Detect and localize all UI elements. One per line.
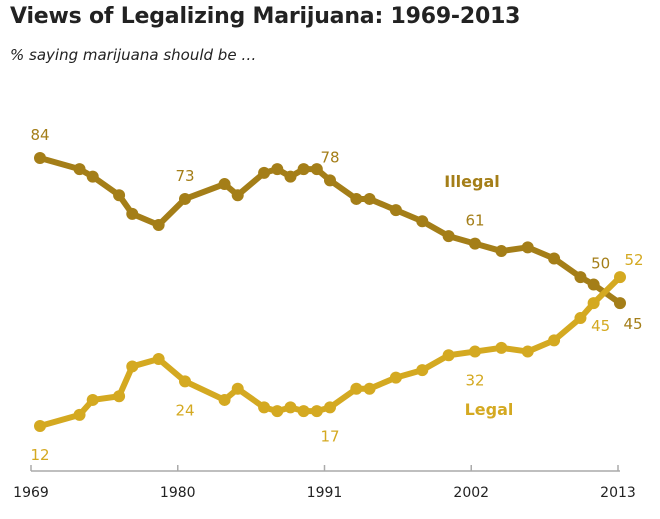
data-point [179, 375, 191, 388]
data-point [86, 170, 99, 183]
data-point [363, 192, 376, 205]
data-point [587, 297, 600, 310]
data-point [284, 170, 297, 183]
data-point [310, 405, 323, 418]
data-point [389, 204, 402, 217]
data-point [34, 152, 46, 164]
data-label: 61 [465, 212, 484, 230]
data-point [271, 405, 284, 418]
data-point [614, 297, 626, 310]
data-point [574, 312, 587, 325]
data-point [495, 245, 508, 258]
data-point [548, 334, 561, 347]
data-point [258, 166, 271, 179]
data-point [469, 345, 481, 358]
data-point [113, 189, 126, 202]
data-point [350, 192, 363, 205]
data-point [152, 353, 165, 365]
data-point [73, 408, 86, 421]
series-label-illegal: Illegal [444, 172, 500, 191]
data-point [587, 278, 600, 291]
x-tick-label: 1980 [160, 485, 196, 501]
data-point [416, 364, 429, 377]
data-point [310, 163, 323, 176]
chart-subtitle: % saying marijuana should be … [10, 46, 257, 64]
data-point [324, 401, 336, 414]
data-point [574, 271, 587, 284]
data-point [73, 163, 86, 176]
x-tick-label: 2002 [453, 485, 489, 501]
data-point [297, 405, 310, 418]
data-point [231, 189, 244, 202]
data-point [495, 341, 508, 354]
data-point [350, 382, 363, 395]
data-label: 32 [465, 372, 484, 390]
data-point [548, 252, 561, 265]
data-label: 52 [624, 251, 643, 269]
data-point [469, 237, 481, 250]
data-label: 12 [30, 446, 49, 464]
data-point [218, 178, 231, 191]
data-point [218, 393, 231, 406]
data-point [297, 163, 310, 176]
data-point [179, 192, 191, 205]
data-point [284, 401, 297, 414]
data-point [231, 382, 244, 395]
data-point [126, 360, 139, 373]
data-point [126, 207, 139, 220]
data-point [521, 345, 534, 358]
data-point [389, 371, 402, 384]
data-label: 17 [320, 427, 339, 445]
series-label-legal: Legal [465, 400, 514, 419]
data-point [258, 401, 271, 414]
data-point [86, 393, 99, 406]
chart-title: Views of Legalizing Marijuana: 1969-2013 [10, 4, 521, 29]
data-label: 45 [591, 317, 610, 335]
x-tick-label: 1991 [307, 485, 343, 501]
data-point [363, 382, 376, 395]
data-label: 24 [175, 401, 194, 419]
data-label: 50 [591, 255, 610, 273]
data-point [34, 420, 46, 432]
data-point [324, 174, 336, 187]
data-point [521, 241, 534, 254]
data-point [416, 215, 429, 228]
x-tick-label: 1969 [13, 485, 49, 501]
x-tick-label: 2013 [600, 485, 636, 501]
data-point [614, 271, 626, 284]
data-point [442, 349, 455, 362]
data-label: 78 [320, 148, 339, 166]
data-label: 73 [175, 167, 194, 185]
data-point [113, 390, 126, 403]
data-label: 84 [30, 126, 49, 144]
data-point [271, 163, 284, 176]
data-point [442, 230, 455, 243]
data-point [152, 219, 165, 231]
data-label: 45 [623, 315, 642, 333]
